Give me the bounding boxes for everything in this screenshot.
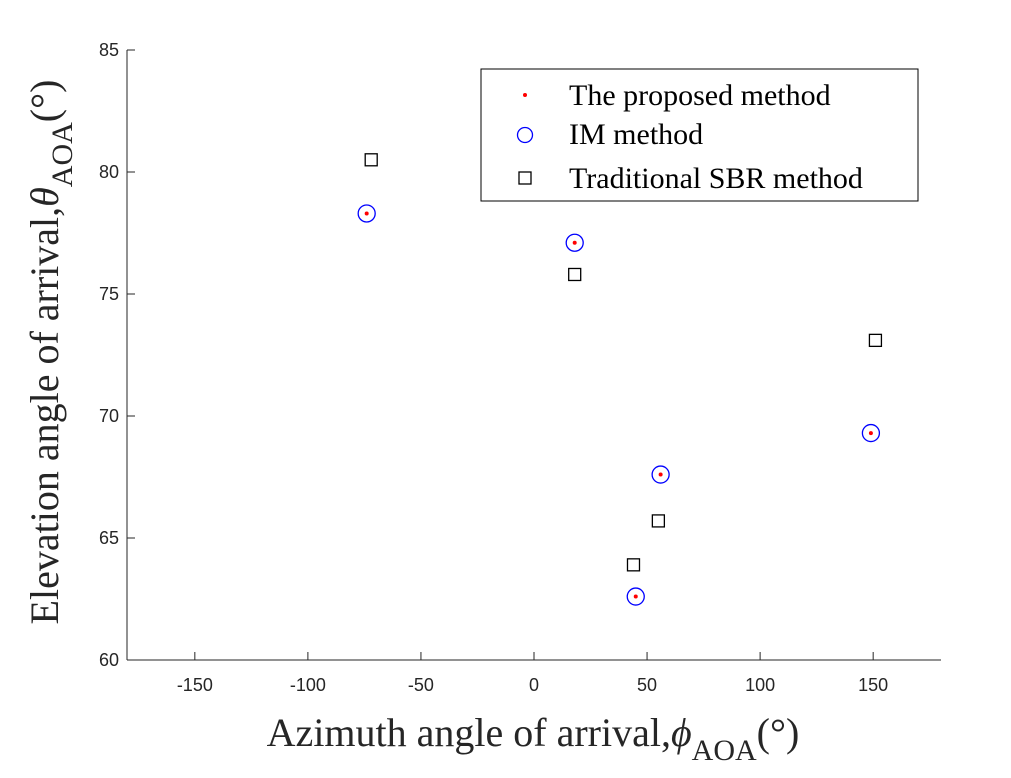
proposed-point	[658, 472, 663, 477]
sbr-point	[568, 267, 582, 282]
legend: The proposed method IM method Traditiona…	[480, 68, 919, 202]
x-tick-label: 50	[637, 675, 657, 695]
legend-marker-sbr	[518, 171, 532, 185]
data-marks	[357, 153, 883, 606]
sbr-point	[651, 514, 666, 528]
y-tick-label: 80	[99, 162, 119, 182]
im-point	[861, 423, 881, 443]
x-tick-label: 0	[529, 675, 539, 695]
sbr-point	[364, 153, 378, 167]
legend-label-sbr: Traditional SBR method	[569, 162, 863, 195]
x-tick-label: -50	[408, 675, 434, 695]
im-point	[651, 465, 670, 484]
x-tick-label: 150	[858, 675, 888, 695]
im-point	[357, 204, 376, 223]
y-tick-label: 85	[99, 40, 119, 60]
proposed-point	[364, 211, 369, 216]
im-point	[626, 587, 645, 606]
legend-marker-proposed	[523, 93, 527, 97]
legend-box	[480, 68, 919, 202]
y-ticks: 60 65 70 75 80 85	[99, 40, 135, 670]
proposed-point	[868, 431, 873, 436]
legend-marker-im	[516, 126, 534, 144]
y-tick-label: 65	[99, 528, 119, 548]
y-tick-label: 60	[99, 650, 119, 670]
x-tick-label: -150	[177, 675, 213, 695]
legend-label-proposed: The proposed method	[569, 79, 831, 112]
y-tick-label: 70	[99, 406, 119, 426]
proposed-point	[633, 594, 638, 599]
x-tick-label: 100	[745, 675, 775, 695]
y-tick-label: 75	[99, 284, 119, 304]
proposed-point	[572, 240, 577, 245]
legend-label-im: IM method	[569, 118, 703, 151]
sbr-point	[868, 333, 883, 348]
sbr-point	[626, 558, 641, 572]
y-axis-title: Elevation angle of arrival,θAOA(°)	[22, 80, 79, 625]
x-tick-label: -100	[290, 675, 326, 695]
x-ticks: -150 -100 -50 0 50 100 150	[177, 652, 888, 695]
im-point	[565, 233, 584, 252]
x-axis-title: Azimuth angle of arrival,ϕAOA(°)	[267, 710, 800, 767]
